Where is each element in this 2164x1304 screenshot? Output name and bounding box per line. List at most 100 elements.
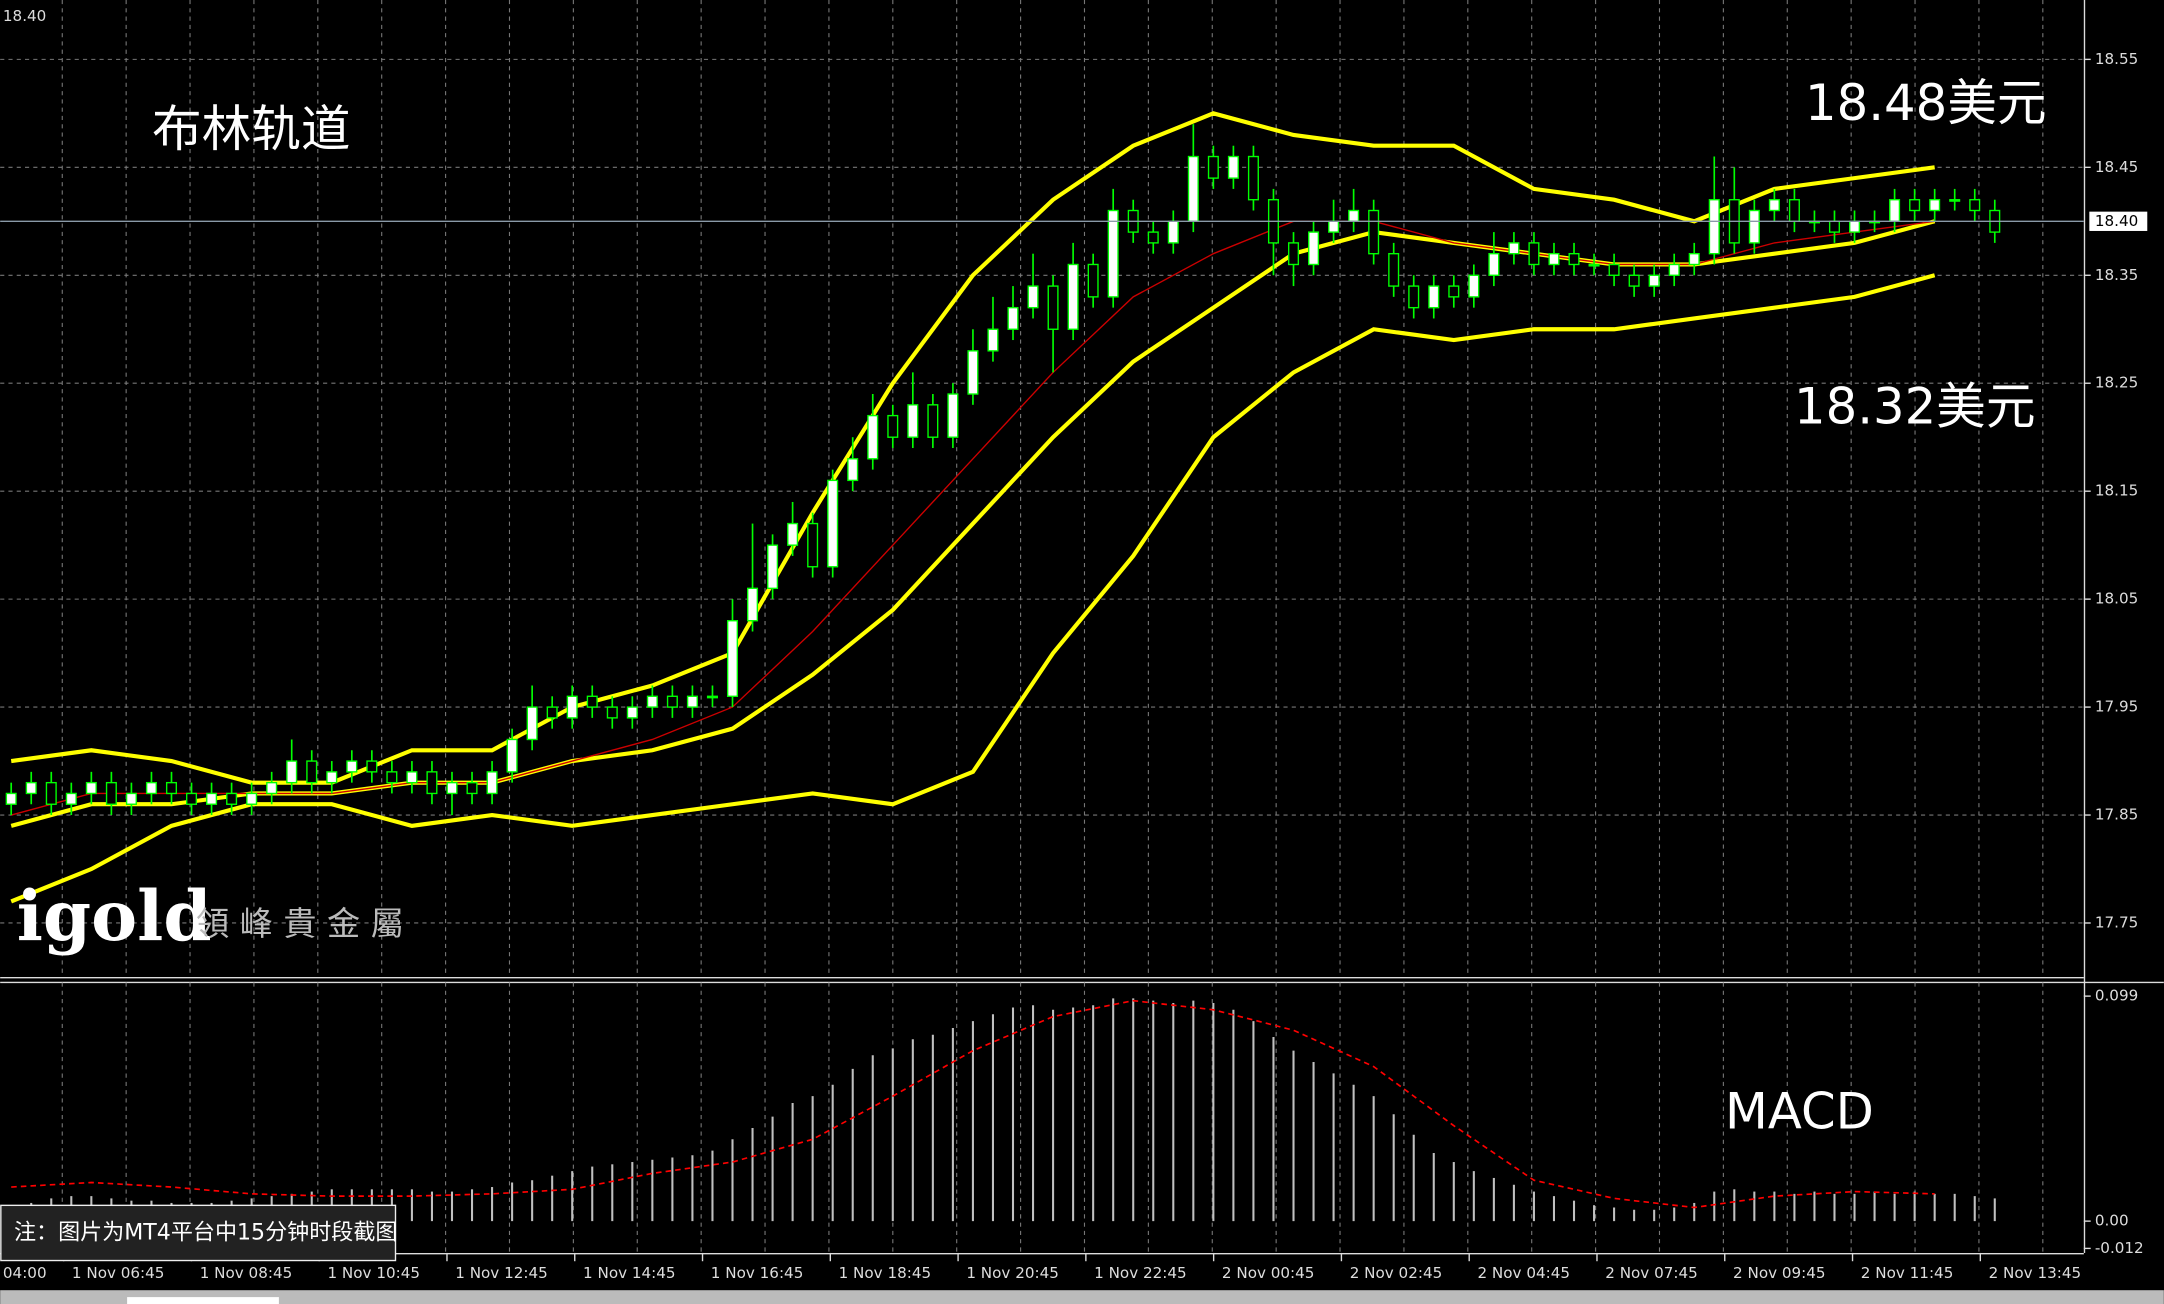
candle-body: [1548, 252, 1560, 266]
candle-body: [787, 522, 799, 546]
candle-body: [125, 792, 137, 805]
candle-body: [165, 781, 178, 795]
candle-body: [987, 328, 999, 352]
candle-body: [807, 522, 819, 568]
candle-body: [1287, 242, 1300, 266]
y-tick-label: 17.75: [2095, 913, 2138, 931]
annotation: 18.48美元: [1805, 74, 2046, 132]
x-tick-label: 1 Nov 20:45: [966, 1264, 1059, 1282]
candle-body: [1448, 285, 1460, 298]
candle-body: [1849, 220, 1861, 233]
candle-body: [186, 792, 198, 805]
candle-body: [1207, 155, 1219, 179]
candle-body: [506, 738, 518, 773]
candle-body: [1949, 199, 1961, 202]
candle-body: [1107, 209, 1119, 298]
annotation: 18.32美元: [1794, 377, 2035, 435]
x-tick-label: 2 Nov 07:45: [1605, 1264, 1698, 1282]
candle-body: [606, 706, 618, 719]
candle-body: [646, 695, 658, 708]
candle-body: [1408, 285, 1420, 309]
candle-body: [1227, 155, 1239, 179]
y-tick-label: 17.85: [2095, 806, 2138, 824]
candle-body: [1308, 231, 1320, 266]
x-tick-label: 2 Nov 00:45: [1222, 1264, 1315, 1282]
annotation: MACD: [1725, 1082, 1874, 1140]
candle-body: [1508, 242, 1520, 255]
candle-body: [1568, 252, 1580, 266]
candle-body: [206, 792, 218, 805]
x-tick-label: 1 Nov 12:45: [455, 1264, 548, 1282]
candle-body: [1067, 263, 1079, 330]
grid: [0, 0, 2084, 1253]
candle-body: [546, 706, 558, 719]
candle-body: [686, 695, 698, 708]
candle-body: [486, 771, 498, 795]
logo: igold: [17, 876, 212, 957]
x-tick-label: 2 Nov 11:45: [1861, 1264, 1954, 1282]
candle-body: [1388, 252, 1400, 287]
x-tick-label: 1 Nov 08:45: [200, 1264, 293, 1282]
candle-body: [1648, 274, 1660, 287]
candle-body: [927, 404, 939, 438]
candle-body: [145, 781, 157, 795]
candle-body: [1688, 252, 1700, 266]
candle-body: [446, 781, 458, 795]
candle-body: [5, 792, 17, 805]
x-tick-label: 1 Nov 10:45: [327, 1264, 420, 1282]
candle-body: [847, 458, 859, 482]
candle-body: [266, 781, 278, 795]
x-tick-label: 1 Nov 14:45: [583, 1264, 676, 1282]
y-tick-label: 18.05: [2095, 590, 2138, 608]
candle-body: [566, 695, 578, 719]
candle-body: [586, 695, 598, 708]
y-tick-label: 18.35: [2095, 266, 2138, 284]
x-tick-label: 2 Nov 09:45: [1733, 1264, 1826, 1282]
candle-body: [1969, 199, 1981, 212]
candle-body: [386, 771, 398, 784]
x-tick-label: 2 Nov 13:45: [1989, 1264, 2082, 1282]
y-tick-label: 18.55: [2095, 50, 2138, 68]
candle-body: [867, 414, 879, 460]
note-box: [0, 1204, 397, 1262]
candle-body: [406, 771, 418, 784]
candle-body: [1087, 263, 1099, 298]
candle-body: [65, 792, 77, 805]
candle-body: [326, 771, 338, 784]
corner-label: 18.40: [3, 7, 46, 25]
candle-body: [1528, 242, 1540, 266]
candle-body: [1468, 274, 1480, 298]
x-tick-label: 2 Nov 02:45: [1350, 1264, 1443, 1282]
y-tick-label: -0.012: [2095, 1239, 2144, 1257]
candle-body: [426, 771, 438, 795]
signal-line: [11, 999, 1935, 1209]
candle-body: [666, 695, 678, 708]
candle-body: [1007, 306, 1019, 330]
candle-body: [1588, 263, 1600, 267]
x-tick-label: 1 Nov 06:45: [72, 1264, 165, 1282]
candle-body: [626, 706, 638, 719]
candle-body: [1628, 274, 1640, 287]
candle-body: [1828, 220, 1841, 233]
y-tick-label: 18.25: [2095, 374, 2138, 392]
candle-body: [1247, 155, 1259, 201]
candle-body: [306, 760, 318, 784]
candle-body: [45, 781, 57, 805]
candle-body: [747, 587, 759, 622]
candle-body: [1788, 199, 1800, 222]
candle-body: [1608, 263, 1620, 276]
candle-body: [246, 792, 258, 805]
scroll-thumb: [127, 1297, 279, 1304]
candle-body: [286, 760, 298, 784]
candle-body: [85, 781, 97, 795]
candle-body: [466, 781, 478, 795]
x-tick-label: 2 Nov 04:45: [1477, 1264, 1570, 1282]
logo-sub: 領 峰 貴 金 屬: [196, 904, 404, 943]
candle-body: [526, 706, 538, 741]
candle-body: [827, 479, 839, 568]
candle-body: [1187, 155, 1199, 222]
x-tick-label: 1 Nov 22:45: [1094, 1264, 1187, 1282]
candle-body: [1889, 199, 1901, 222]
